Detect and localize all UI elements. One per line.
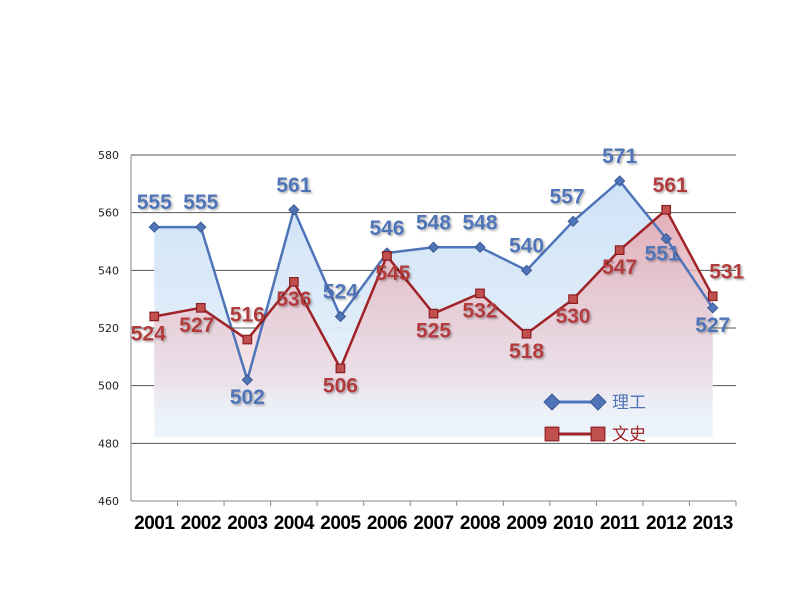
x-tick-label: 2001 — [134, 513, 175, 534]
y-tick-label: 500 — [98, 380, 119, 393]
point-marker — [475, 288, 485, 299]
data-label: 557 — [550, 185, 585, 208]
data-label: 555 — [137, 191, 172, 214]
point-marker — [149, 311, 160, 322]
data-label: 527 — [179, 314, 214, 337]
y-tick-label: 580 — [98, 149, 119, 162]
point-marker — [660, 232, 672, 245]
y-tick-label: 540 — [98, 264, 119, 277]
point-marker — [568, 294, 578, 305]
point-marker — [334, 310, 347, 323]
data-label: 548 — [463, 211, 498, 234]
x-tick-label: 2012 — [646, 513, 686, 534]
data-label: 531 — [709, 260, 744, 283]
point-marker — [613, 175, 626, 187]
data-label: 525 — [416, 320, 451, 343]
point-marker — [195, 221, 207, 233]
data-label: 530 — [556, 305, 591, 328]
point-marker — [474, 241, 486, 253]
data-label: 527 — [695, 314, 730, 337]
legend-marker — [543, 393, 561, 411]
data-label: 524 — [131, 322, 166, 345]
point-marker — [428, 308, 439, 319]
point-marker — [614, 245, 625, 255]
point-marker — [521, 328, 532, 339]
x-tick-label: 2013 — [693, 513, 733, 534]
point-marker — [242, 334, 253, 345]
point-marker — [707, 291, 718, 302]
legend-marker — [544, 426, 560, 442]
data-label: 545 — [375, 262, 410, 285]
y-tick-label: 560 — [98, 207, 119, 220]
x-tick-label: 2002 — [181, 513, 221, 534]
point-marker — [661, 204, 672, 215]
data-label: 571 — [602, 145, 637, 168]
point-marker — [427, 241, 440, 253]
x-tick-label: 2005 — [320, 513, 361, 534]
data-label: 548 — [416, 211, 451, 234]
legend-marker — [590, 426, 606, 442]
x-tick-label: 2008 — [460, 513, 500, 534]
legend-label: 文史 — [612, 425, 646, 445]
x-tick-label: 2010 — [553, 513, 593, 534]
legend-label: 理工 — [612, 393, 646, 413]
data-label: 540 — [509, 234, 544, 257]
data-label: 536 — [276, 288, 311, 311]
data-label: 546 — [369, 217, 404, 240]
data-label: 524 — [323, 280, 358, 303]
point-marker — [382, 251, 392, 261]
point-marker — [520, 264, 533, 277]
data-label: 555 — [183, 191, 218, 214]
point-marker — [567, 215, 579, 228]
legend-marker — [589, 393, 607, 411]
data-label: 561 — [276, 174, 311, 197]
point-marker — [335, 363, 346, 374]
point-marker — [241, 374, 254, 386]
point-marker — [195, 302, 206, 313]
data-label: 506 — [323, 374, 358, 397]
data-label: 502 — [230, 386, 265, 409]
x-tick-label: 2011 — [600, 513, 640, 534]
y-tick-label: 480 — [98, 437, 119, 450]
point-marker — [148, 221, 160, 233]
data-label: 561 — [653, 174, 688, 197]
x-tick-label: 2009 — [506, 513, 546, 534]
x-tick-label: 2003 — [227, 513, 267, 534]
data-label: 532 — [463, 299, 498, 322]
series-area-1 — [154, 209, 713, 438]
point-marker — [288, 204, 300, 216]
data-label: 518 — [509, 340, 544, 363]
data-label: 547 — [602, 256, 637, 279]
data-labels: 555 555 502 561 524 546 548 548 540 557 571 551 527 5… — [131, 145, 745, 409]
y-tick-label: 520 — [98, 322, 119, 335]
x-tick-label: 2007 — [413, 513, 453, 534]
point-marker — [289, 277, 299, 287]
x-tick-label: 2006 — [367, 513, 407, 534]
data-label: 516 — [230, 304, 265, 327]
data-label: 551 — [645, 243, 680, 266]
x-tick-label: 2004 — [274, 513, 315, 534]
point-marker — [707, 302, 719, 314]
y-tick-label: 460 — [98, 495, 119, 508]
series-markers — [148, 175, 719, 386]
